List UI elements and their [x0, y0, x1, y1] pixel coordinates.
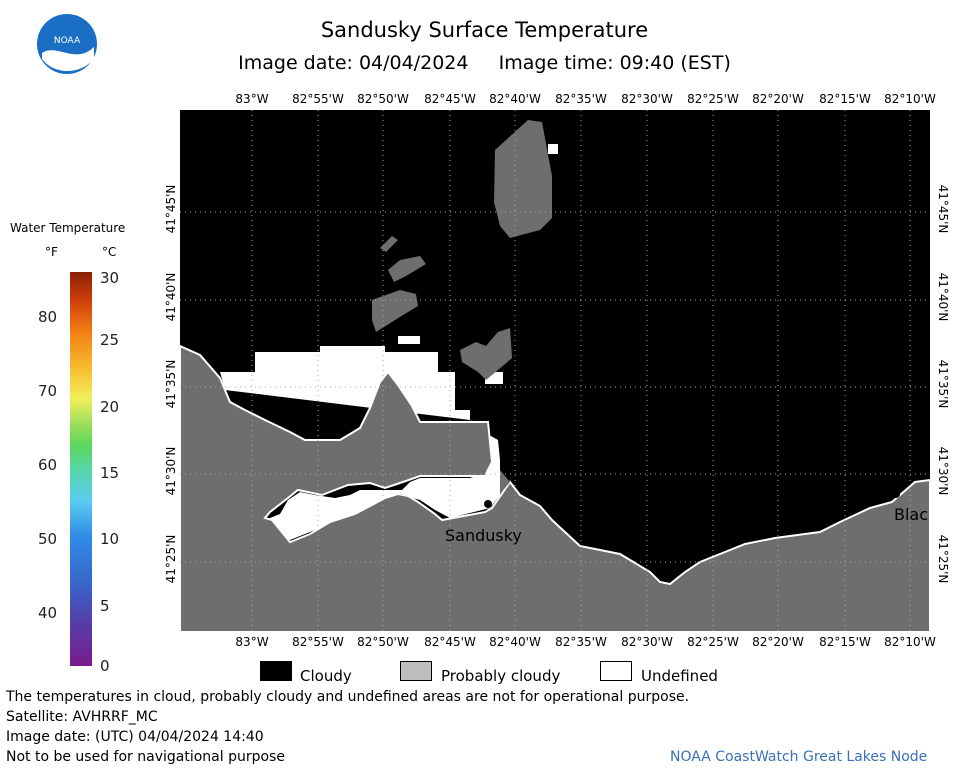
- footer-satellite: Satellite: AVHRRF_MC: [6, 709, 158, 725]
- colorbar-f-label: 60: [38, 456, 58, 474]
- lon-tick-top: 82°10'W: [884, 92, 936, 106]
- colorbar-c-label: 15: [100, 464, 120, 482]
- temperature-colorbar: [70, 272, 92, 666]
- city-2-marker: [892, 490, 900, 498]
- footer-navigation-warning: Not to be used for navigational purpose: [6, 749, 285, 765]
- footer-disclaimer: The temperatures in cloud, probably clou…: [6, 689, 690, 705]
- lon-tick-top: 82°30'W: [621, 92, 673, 106]
- colorbar-f-label: 80: [38, 308, 58, 326]
- probably-cloudy-island: [388, 256, 426, 282]
- lon-tick-top: 82°15'W: [819, 92, 871, 106]
- lon-tick-bottom: 82°50'W: [357, 635, 409, 649]
- lon-tick-bottom: 82°20'W: [752, 635, 804, 649]
- graticule: [180, 110, 930, 632]
- colorbar-c-label: 0: [100, 657, 110, 675]
- legend-label-cloudy: Cloudy: [300, 667, 352, 685]
- noaa-logo: NOAA: [36, 13, 98, 75]
- lon-tick-bottom: 82°30'W: [621, 635, 673, 649]
- lon-tick-top: 82°20'W: [752, 92, 804, 106]
- lon-tick-bottom: 82°40'W: [489, 635, 541, 649]
- lat-tick-right: 41°40'N: [936, 272, 950, 322]
- lat-tick-right: 41°30'N: [936, 446, 950, 496]
- legend-swatch-cloudy: [260, 661, 292, 681]
- lat-tick-left: 41°25'N: [164, 534, 178, 584]
- lon-tick-top: 82°25'W: [687, 92, 739, 106]
- colorbar-c-label: 5: [100, 597, 110, 615]
- probably-cloudy-island: [380, 236, 398, 252]
- colorbar-c-label: 30: [100, 269, 120, 287]
- lat-tick-left: 41°35'N: [164, 359, 178, 409]
- surface-temperature-map: Sandusky Blac: [179, 110, 931, 633]
- colorbar-f-label: 70: [38, 382, 58, 400]
- lon-tick-bottom: 82°15'W: [819, 635, 871, 649]
- lon-tick-top: 82°40'W: [489, 92, 541, 106]
- lon-tick-top: 82°50'W: [357, 92, 409, 106]
- colorbar-c-label: 20: [100, 398, 120, 416]
- probably-cloudy-shore: [179, 344, 931, 633]
- lon-tick-bottom: 82°55'W: [292, 635, 344, 649]
- colorbar-unit-f: °F: [45, 245, 58, 259]
- legend-swatch-probably-cloudy: [400, 661, 432, 681]
- lon-tick-top: 82°35'W: [555, 92, 607, 106]
- lat-tick-right: 41°35'N: [936, 359, 950, 409]
- page-title: Sandusky Surface Temperature: [320, 18, 649, 42]
- lon-tick-bottom: 82°45'W: [424, 635, 476, 649]
- legend-label-undefined: Undefined: [641, 667, 718, 685]
- lon-tick-top: 82°45'W: [424, 92, 476, 106]
- footer-image-date: Image date: (UTC) 04/04/2024 14:40: [6, 729, 264, 745]
- logo-text: NOAA: [54, 36, 81, 46]
- lon-tick-top: 83°W: [235, 92, 269, 106]
- lat-tick-right: 41°25'N: [936, 534, 950, 584]
- lon-tick-bottom: 82°25'W: [687, 635, 739, 649]
- lon-tick-bottom: 82°35'W: [555, 635, 607, 649]
- legend-swatch-undefined: [600, 661, 632, 681]
- undefined-region: [220, 346, 500, 540]
- city-2-label: Blac: [894, 505, 928, 524]
- footer-credit: NOAA CoastWatch Great Lakes Node: [670, 749, 928, 765]
- undefined-patch: [548, 144, 558, 154]
- probably-cloudy-island: [460, 328, 512, 380]
- image-date-time: Image date: 04/04/2024 Image time: 09:40…: [238, 52, 731, 74]
- map-canvas: Sandusky Blac: [179, 110, 931, 633]
- colorbar-c-label: 10: [100, 530, 120, 548]
- lat-tick-right: 41°45'N: [936, 184, 950, 234]
- lat-tick-left: 41°45'N: [164, 184, 178, 234]
- lat-tick-left: 41°40'N: [164, 272, 178, 322]
- lat-tick-left: 41°30'N: [164, 446, 178, 496]
- colorbar-c-label: 25: [100, 331, 120, 349]
- undefined-patch: [398, 336, 420, 344]
- colorbar-title: Water Temperature: [10, 221, 126, 235]
- lon-tick-bottom: 83°W: [235, 635, 269, 649]
- colorbar-f-label: 50: [38, 530, 58, 548]
- lon-tick-bottom: 82°10'W: [884, 635, 936, 649]
- probably-cloudy-point: [500, 470, 510, 494]
- probably-cloudy-island: [494, 120, 552, 238]
- sandusky-marker: [484, 500, 492, 508]
- legend-label-probably-cloudy: Probably cloudy: [441, 667, 561, 685]
- sandusky-label: Sandusky: [445, 526, 522, 545]
- colorbar-f-label: 40: [38, 604, 58, 622]
- lon-tick-top: 82°55'W: [292, 92, 344, 106]
- colorbar-unit-c: °C: [102, 245, 117, 259]
